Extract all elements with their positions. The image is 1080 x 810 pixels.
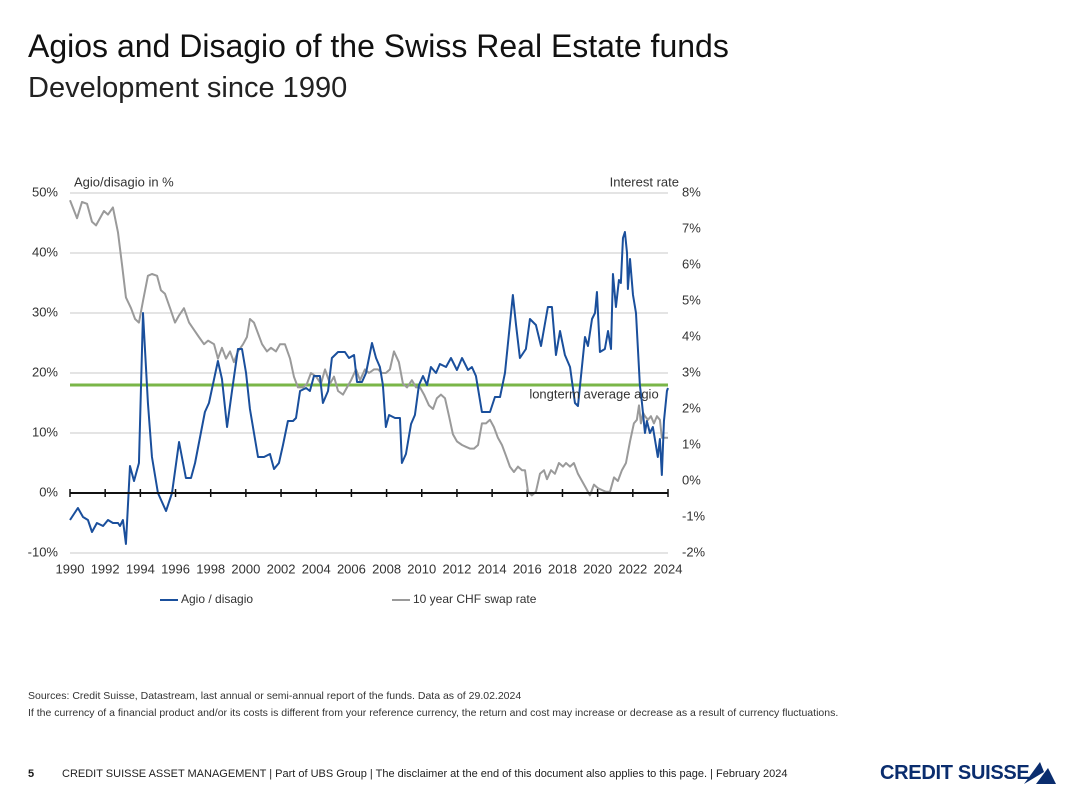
chart: -10% 0% 10% 20% 30% 40% 50% -2% -1% 0% 1% 2% 3% 4% 5% 6… bbox=[28, 174, 706, 606]
x-tick-label: 2014 bbox=[478, 561, 507, 576]
y2-tick-label: 4% bbox=[682, 328, 701, 343]
footer-text: CREDIT SUISSE ASSET MANAGEMENT | Part of… bbox=[62, 768, 788, 780]
x-tick-label: 2006 bbox=[337, 561, 366, 576]
series-line bbox=[69, 231, 669, 545]
x-tick-label: 1992 bbox=[91, 561, 120, 576]
x-tick-label: 2018 bbox=[548, 561, 577, 576]
x-tick-label: 2024 bbox=[654, 561, 683, 576]
y-tick-label: 40% bbox=[32, 244, 58, 259]
logo-text: CREDIT SUISSE bbox=[880, 762, 1030, 784]
x-tick-label: 1994 bbox=[126, 561, 155, 576]
x-tick-label: 2008 bbox=[372, 561, 401, 576]
slide-subtitle: Development since 1990 bbox=[28, 72, 348, 104]
sources: Sources: Credit Suisse, Datastream, last… bbox=[28, 690, 522, 702]
x-tick-label: 1990 bbox=[56, 561, 85, 576]
series-line bbox=[69, 199, 668, 497]
x-tick-label: 2004 bbox=[302, 561, 331, 576]
y-tick-label: -10% bbox=[28, 544, 59, 559]
x-tick-label: 2016 bbox=[513, 561, 542, 576]
legend-label: 10 year CHF swap rate bbox=[413, 592, 537, 606]
y2-tick-label: 7% bbox=[682, 220, 701, 235]
x-tick-label: 2020 bbox=[583, 561, 612, 576]
x-tick-label: 2000 bbox=[231, 561, 260, 576]
y-axis-label: Agio/disagio in % bbox=[74, 174, 174, 189]
y2-tick-label: 3% bbox=[682, 364, 701, 379]
y-tick-label: 30% bbox=[32, 304, 58, 319]
x-tick-label: 2010 bbox=[407, 561, 436, 576]
x-tick-label: 2002 bbox=[267, 561, 296, 576]
y2-tick-label: -1% bbox=[682, 508, 706, 523]
y-tick-label: 0% bbox=[39, 484, 58, 499]
y2-tick-label: 0% bbox=[682, 472, 701, 487]
legend-label: Agio / disagio bbox=[181, 592, 253, 606]
y2-tick-label: 5% bbox=[682, 292, 701, 307]
disclaimer: If the currency of a financial product a… bbox=[28, 707, 839, 719]
x-tick-label: 1996 bbox=[161, 561, 190, 576]
y2-tick-label: 6% bbox=[682, 256, 701, 271]
y2-tick-label: 8% bbox=[682, 184, 701, 199]
y-tick-label: 10% bbox=[32, 424, 58, 439]
x-tick-label: 1998 bbox=[196, 561, 225, 576]
y2-tick-label: -2% bbox=[682, 544, 706, 559]
y2-axis-label: Interest rate bbox=[610, 174, 679, 189]
y-tick-label: 20% bbox=[32, 364, 58, 379]
reference-label: longterm average agio bbox=[529, 386, 658, 401]
y2-tick-label: 2% bbox=[682, 400, 701, 415]
logo-sail bbox=[1024, 762, 1056, 784]
x-tick-label: 2012 bbox=[442, 561, 471, 576]
x-tick-label: 2022 bbox=[618, 561, 647, 576]
slide-title: Agios and Disagio of the Swiss Real Esta… bbox=[28, 28, 729, 64]
y2-tick-label: 1% bbox=[682, 436, 701, 451]
y-tick-label: 50% bbox=[32, 184, 58, 199]
page-number: 5 bbox=[28, 768, 35, 780]
logo: CREDIT SUISSE bbox=[880, 762, 1056, 785]
